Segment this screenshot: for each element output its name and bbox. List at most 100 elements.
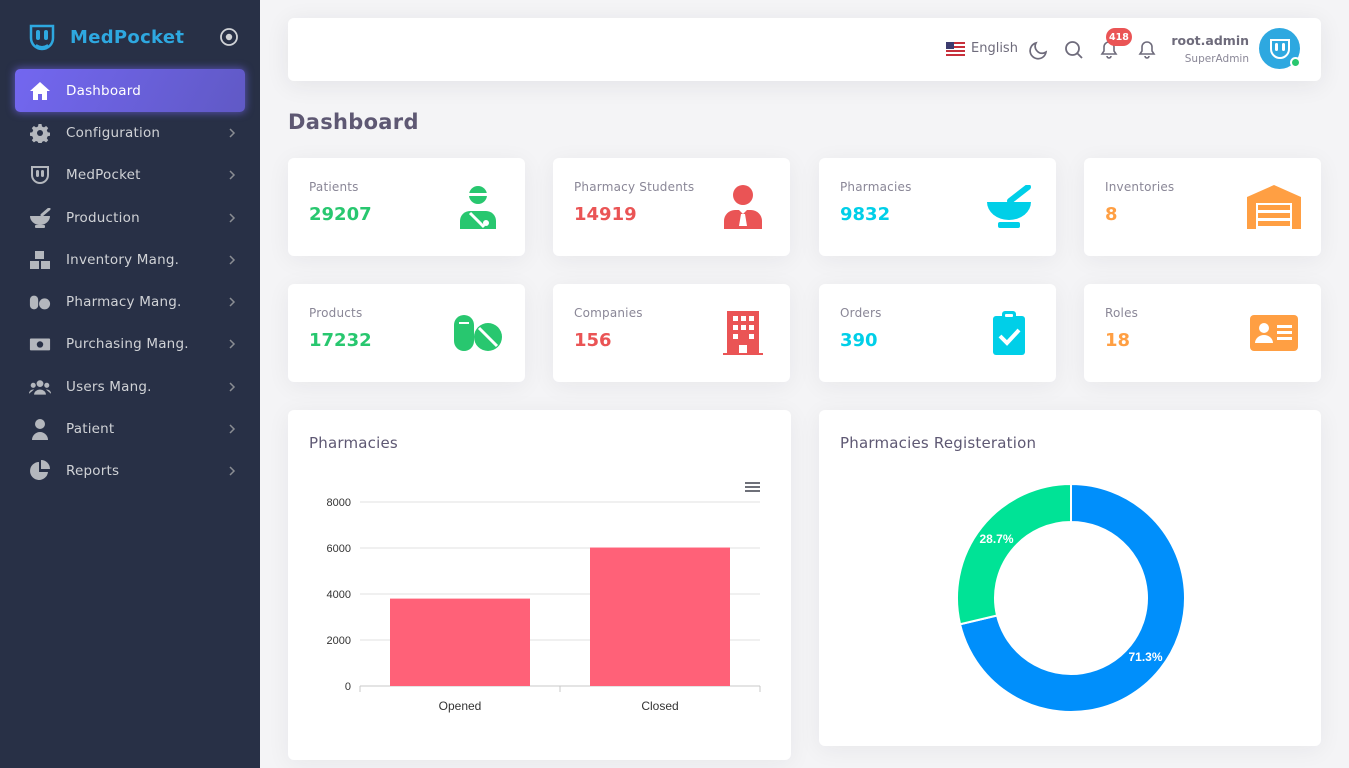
stat-card-products[interactable]: Products 17232 xyxy=(288,284,525,382)
y-tick-label: 6000 xyxy=(327,543,351,555)
sidebar: MedPocket Dashboard Configuration MedPoc… xyxy=(0,0,260,768)
x-tick-label: Opened xyxy=(439,699,482,713)
y-tick-label: 2000 xyxy=(327,635,351,647)
language-selector[interactable]: English xyxy=(946,41,1018,56)
sidebar-item-users[interactable]: Users Mang. xyxy=(15,366,245,408)
patient-icon xyxy=(451,184,505,230)
warehouse-icon xyxy=(1247,184,1301,230)
y-tick-label: 8000 xyxy=(327,497,351,509)
patient-icon xyxy=(29,418,51,441)
mortar-icon xyxy=(982,184,1036,230)
us-flag-icon xyxy=(946,41,965,56)
stat-value: 9832 xyxy=(840,204,891,225)
sidebar-item-label: Configuration xyxy=(66,125,161,141)
stat-value: 17232 xyxy=(309,330,372,351)
stat-card-roles[interactable]: Roles 18 xyxy=(1084,284,1321,382)
stat-label: Companies xyxy=(574,306,643,320)
stat-label: Pharmacies xyxy=(840,180,912,194)
sidebar-item-label: Patient xyxy=(66,421,115,438)
id-card-icon xyxy=(1247,310,1301,356)
stat-label: Orders xyxy=(840,306,882,320)
stat-label: Inventories xyxy=(1105,180,1175,194)
building-icon xyxy=(716,310,770,356)
brand-name: MedPocket xyxy=(70,26,185,48)
sidebar-item-label: Inventory Mang. xyxy=(66,251,180,268)
home-icon xyxy=(29,80,51,102)
stat-card-pharmacy-students[interactable]: Pharmacy Students 14919 xyxy=(553,158,790,256)
stat-label: Pharmacy Students xyxy=(574,180,695,194)
user-name[interactable]: root.admin xyxy=(1171,33,1249,48)
sidebar-item-dashboard[interactable]: Dashboard xyxy=(15,69,245,112)
chevron-right-icon xyxy=(229,255,236,265)
stat-card-pharmacies[interactable]: Pharmacies 9832 xyxy=(819,158,1056,256)
chevron-right-icon xyxy=(229,213,236,223)
sidebar-item-production[interactable]: Production xyxy=(15,197,245,239)
stat-value: 18 xyxy=(1105,330,1131,351)
slice-label: 28.7% xyxy=(979,532,1013,546)
brand[interactable]: MedPocket xyxy=(28,22,184,52)
sidebar-item-inventory[interactable]: Inventory Mang. xyxy=(15,239,245,281)
donut-slice[interactable] xyxy=(958,482,1186,713)
sidebar-item-purchasing[interactable]: Purchasing Mang. xyxy=(15,323,245,365)
avatar[interactable] xyxy=(1259,28,1301,69)
chevron-right-icon xyxy=(229,339,236,350)
sidebar-item-label: MedPocket xyxy=(66,167,141,184)
money-icon xyxy=(29,333,51,355)
users-icon xyxy=(29,376,51,398)
chevron-right-icon xyxy=(229,424,236,434)
sidebar-item-patient[interactable]: Patient xyxy=(15,408,245,450)
boxes-icon xyxy=(29,249,51,271)
sidebar-item-label: Purchasing Mang. xyxy=(66,336,189,353)
chevron-right-icon xyxy=(229,382,236,392)
page-title: Dashboard xyxy=(288,110,419,134)
bar-chart: 0 2000 4000 6000 8000 Opened Closed xyxy=(327,482,761,713)
stat-card-patients[interactable]: Patients 29207 xyxy=(288,158,525,256)
stat-label: Patients xyxy=(309,180,359,194)
student-icon xyxy=(716,184,770,230)
clipboard-check-icon xyxy=(982,310,1036,356)
pills-icon xyxy=(451,310,505,356)
pills-icon xyxy=(29,291,51,313)
sidebar-item-label: Users Mang. xyxy=(66,378,152,395)
pharmacies-registration-chart-card: Pharmacies Registeration 71.3% 28.7% xyxy=(819,410,1321,746)
stat-card-orders[interactable]: Orders 390 xyxy=(819,284,1056,382)
top-navbar: English 418 root.admin SuperAdmin xyxy=(288,18,1321,81)
stat-value: 14919 xyxy=(574,204,637,225)
stat-card-inventories[interactable]: Inventories 8 xyxy=(1084,158,1321,256)
bar[interactable] xyxy=(390,598,530,686)
chart-title: Pharmacies xyxy=(309,434,398,452)
medpocket-avatar-icon xyxy=(1269,38,1290,59)
sidebar-item-label: Production xyxy=(66,209,140,226)
chart-menu-icon[interactable] xyxy=(745,482,760,492)
search-icon[interactable] xyxy=(1063,39,1085,61)
slice-label: 71.3% xyxy=(1128,650,1162,664)
chevron-right-icon xyxy=(229,466,236,476)
stat-value: 156 xyxy=(574,330,612,351)
sidebar-item-medpocket[interactable]: MedPocket xyxy=(15,154,245,196)
sidebar-toggle-icon[interactable] xyxy=(219,27,239,47)
language-label: English xyxy=(971,41,1018,56)
sidebar-menu: Dashboard Configuration MedPocket Produc… xyxy=(15,69,245,493)
pharmacies-chart-card: Pharmacies 0 2000 4000 6000 8000 Opened Closed xyxy=(288,410,791,760)
donut-slice[interactable] xyxy=(956,482,1072,626)
sidebar-item-configuration[interactable]: Configuration xyxy=(15,112,245,154)
notification-count-badge: 418 xyxy=(1106,28,1132,46)
medpocket-logo-icon xyxy=(29,24,55,51)
pie-icon xyxy=(29,460,51,482)
stat-card-companies[interactable]: Companies 156 xyxy=(553,284,790,382)
gear-icon xyxy=(29,122,51,144)
stat-value: 390 xyxy=(840,330,878,351)
x-tick-label: Closed xyxy=(641,699,678,713)
stat-value: 8 xyxy=(1105,204,1118,225)
bell-icon[interactable] xyxy=(1136,39,1158,61)
chevron-right-icon xyxy=(229,170,236,180)
stat-label: Roles xyxy=(1105,306,1139,320)
moon-icon[interactable] xyxy=(1028,39,1050,61)
user-role: SuperAdmin xyxy=(1184,53,1249,65)
bar[interactable] xyxy=(590,547,730,686)
sidebar-item-label: Reports xyxy=(66,463,120,480)
sidebar-item-pharmacy[interactable]: Pharmacy Mang. xyxy=(15,281,245,323)
medpocket-icon xyxy=(29,164,51,186)
sidebar-item-label: Dashboard xyxy=(66,82,142,99)
sidebar-item-reports[interactable]: Reports xyxy=(15,450,245,492)
